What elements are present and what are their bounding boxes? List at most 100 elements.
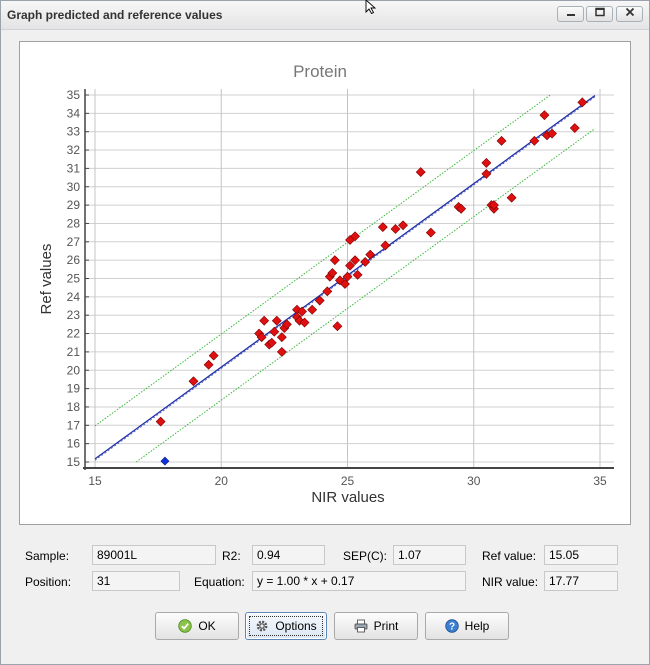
sep-field[interactable]: 1.07 [393,545,466,565]
data-point [456,203,467,214]
data-point [496,135,507,146]
minimize-icon [566,14,575,16]
x-tick-label: 30 [467,474,481,488]
print-button[interactable]: Print [334,612,418,640]
x-tick-label: 35 [593,474,607,488]
data-point [259,315,270,326]
y-tick-label: 35 [67,88,81,102]
data-point [350,231,360,242]
x-tick-label: 25 [341,474,355,488]
y-tick-label: 31 [67,161,81,175]
y-tick-label: 18 [67,400,81,414]
data-point [271,315,282,326]
y-tick-label: 32 [67,143,81,157]
x-axis-label: NIR values [311,489,384,506]
maximize-button[interactable] [586,6,613,22]
data-point [281,319,292,330]
data-point [577,97,588,108]
data-points [155,97,588,466]
data-point [327,268,338,278]
nir-value-field[interactable]: 17.77 [544,571,618,591]
y-tick-label: 27 [67,235,81,249]
check-icon [178,619,193,633]
y-tick-label: 28 [67,216,81,230]
data-point [299,317,310,328]
minimize-button[interactable] [557,6,584,22]
data-point [297,306,307,317]
sep-label: SEP(C): [343,549,388,563]
data-point [350,255,360,266]
data-point [345,260,355,271]
equation-label: Equation: [194,575,245,589]
data-point [481,157,492,168]
y-tick-label: 25 [67,272,81,286]
ref-value-field[interactable]: 15.05 [544,545,618,565]
confidence-band-line [94,94,551,427]
options-button[interactable]: Options [245,612,327,640]
y-tick-label: 30 [67,180,81,194]
position-field[interactable]: 31 [92,571,180,591]
title-bar[interactable]: Graph predicted and reference values [1,1,649,30]
data-point [269,326,280,337]
ok-button[interactable]: OK [155,612,239,640]
help-button[interactable]: ? Help [425,612,509,640]
data-point [360,257,371,267]
data-point [390,224,401,234]
window-title: Graph predicted and reference values [7,8,223,22]
nir-value-label: NIR value: [482,575,539,589]
data-point [506,192,517,203]
data-point [340,279,350,289]
y-tick-label: 20 [67,363,81,377]
y-tick-label: 17 [67,418,81,432]
svg-text:?: ? [449,622,455,633]
confidence-band-line [135,128,596,463]
data-point [314,295,325,306]
data-point [380,240,391,251]
data-point [539,110,550,121]
r2-field[interactable]: 0.94 [252,545,325,565]
data-point [188,376,199,387]
options-button-label: Options [275,619,317,633]
y-axis-label: Ref values [38,244,55,315]
help-button-label: Help [464,619,490,633]
data-point [529,135,540,146]
y-tick-label: 22 [67,327,81,341]
position-label: Position: [25,575,72,589]
data-point [307,304,318,315]
close-button[interactable] [616,6,643,22]
y-tick-label: 16 [67,437,81,451]
data-point [352,269,363,280]
y-tick-label: 24 [67,290,81,304]
printer-icon [354,619,368,633]
data-point [329,255,340,266]
y-tick-label: 23 [67,308,81,322]
sample-label: Sample: [25,549,70,563]
y-tick-label: 29 [67,198,81,212]
ok-button-label: OK [198,619,216,633]
confidence-bands [94,94,596,463]
chart-panel: Protein 15 16 17 18 19 20 21 22 23 24 25 26 27 28 29 30… [19,41,631,525]
equation-field[interactable]: y = 1.00 * x + 0.17 [252,571,466,591]
data-point [547,128,557,139]
data-point [489,200,499,211]
sample-field[interactable]: 89001L [92,545,216,565]
gear-icon [256,620,268,632]
y-tick-label: 15 [67,455,81,469]
data-point [332,321,343,332]
data-point [398,220,408,231]
data-point [415,167,426,177]
data-point [276,332,287,343]
close-icon [625,7,634,17]
data-point [425,227,436,238]
x-tick-label: 15 [88,474,102,488]
data-point [276,346,287,357]
data-point [256,332,267,343]
data-point [365,249,376,260]
scatter-chart: Protein 15 16 17 18 19 20 21 22 23 24 25 26 27 28 29 30… [38,62,614,506]
data-point [203,359,214,370]
data-point [342,271,353,282]
chart-title: Protein [293,62,347,81]
data-point [569,123,580,133]
data-point [155,416,166,427]
data-point [208,350,219,361]
